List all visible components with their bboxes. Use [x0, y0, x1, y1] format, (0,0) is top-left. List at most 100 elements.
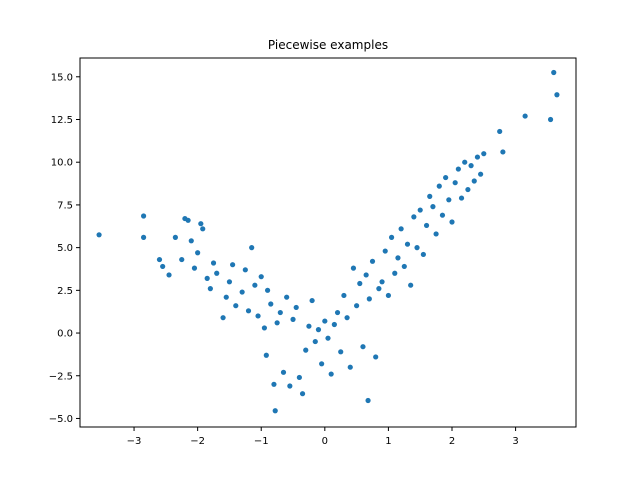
data-point [547, 116, 554, 123]
data-point [376, 286, 382, 292]
data-point [423, 222, 430, 229]
data-point [350, 265, 357, 271]
y-tick-label: 12.5 [51, 115, 73, 126]
data-point [331, 321, 337, 328]
data-point [179, 256, 185, 263]
data-point [554, 92, 560, 98]
data-point [239, 289, 245, 295]
x-tick-label: 2 [449, 436, 455, 447]
chart-title: Piecewise examples [268, 38, 388, 52]
y-axis-ticks: −5.0 −2.5 0.0 2.5 5.0 7.5 10.0 12.5 15.0 [49, 72, 80, 425]
y-tick-label: 5.0 [57, 243, 73, 254]
data-point [497, 128, 503, 135]
data-point [458, 195, 465, 201]
data-point [452, 180, 458, 186]
data-point [478, 171, 484, 177]
data-point [338, 349, 344, 355]
data-point [210, 260, 217, 266]
data-point [319, 361, 325, 367]
data-point [204, 275, 210, 281]
data-point [280, 369, 287, 375]
x-axis-ticks: −3 −2 −1 0 1 2 3 [127, 427, 519, 447]
data-point [395, 255, 401, 261]
data-point [481, 151, 487, 157]
data-point [360, 344, 366, 350]
x-tick-label: −3 [127, 436, 142, 447]
data-point [382, 248, 388, 254]
data-point [468, 163, 474, 169]
data-point [268, 301, 274, 307]
data-point [172, 234, 178, 240]
data-point [284, 294, 290, 300]
data-point [436, 183, 442, 189]
data-point [373, 354, 379, 360]
data-point [198, 221, 204, 227]
data-point [388, 234, 395, 240]
data-point [417, 207, 423, 213]
data-point [420, 251, 426, 258]
x-tick-label: −1 [254, 436, 269, 447]
data-point [220, 315, 226, 321]
data-point [293, 304, 299, 311]
data-point [296, 374, 302, 381]
data-point [365, 397, 371, 404]
data-point [242, 267, 248, 273]
data-point [446, 197, 452, 203]
data-point [328, 371, 334, 377]
x-tick-label: 1 [385, 436, 391, 447]
data-point [354, 303, 360, 309]
data-point [315, 327, 322, 333]
data-point [277, 309, 283, 316]
data-point [309, 297, 315, 304]
points-layer [96, 69, 560, 414]
data-point [140, 234, 147, 240]
data-point [207, 286, 213, 292]
data-point [341, 292, 347, 299]
data-point [233, 303, 239, 309]
data-point [223, 294, 229, 300]
data-point [140, 213, 147, 219]
data-point [290, 316, 296, 322]
data-point [366, 296, 372, 302]
data-point [303, 347, 309, 353]
data-point [287, 383, 293, 389]
data-point [200, 226, 206, 232]
data-point [195, 250, 201, 256]
data-point [166, 272, 172, 278]
data-point [272, 408, 278, 414]
data-point [263, 352, 269, 358]
y-tick-label: 2.5 [57, 286, 73, 297]
data-point [344, 315, 350, 321]
data-point [249, 245, 255, 251]
data-point [188, 238, 194, 244]
data-point [214, 270, 220, 276]
data-point [230, 262, 236, 268]
data-point [522, 113, 528, 119]
data-point [264, 287, 271, 293]
data-point [408, 282, 414, 288]
data-point [252, 282, 258, 288]
data-point [312, 338, 318, 345]
data-point [258, 274, 264, 280]
data-point [414, 245, 420, 251]
data-point [191, 265, 198, 271]
data-point [471, 178, 477, 184]
y-tick-label: −5.0 [49, 414, 73, 425]
y-tick-label: 15.0 [51, 72, 73, 83]
data-point [465, 186, 471, 193]
data-point [299, 391, 306, 397]
data-point [271, 381, 277, 387]
data-point [369, 258, 376, 264]
data-point [306, 323, 312, 329]
data-point [462, 159, 468, 165]
data-point [551, 69, 557, 76]
data-point [427, 193, 433, 199]
data-point [357, 280, 363, 287]
data-point [411, 214, 417, 220]
y-tick-label: 10.0 [51, 158, 73, 169]
data-point [474, 154, 481, 160]
data-point [392, 270, 398, 276]
data-point [443, 174, 449, 181]
